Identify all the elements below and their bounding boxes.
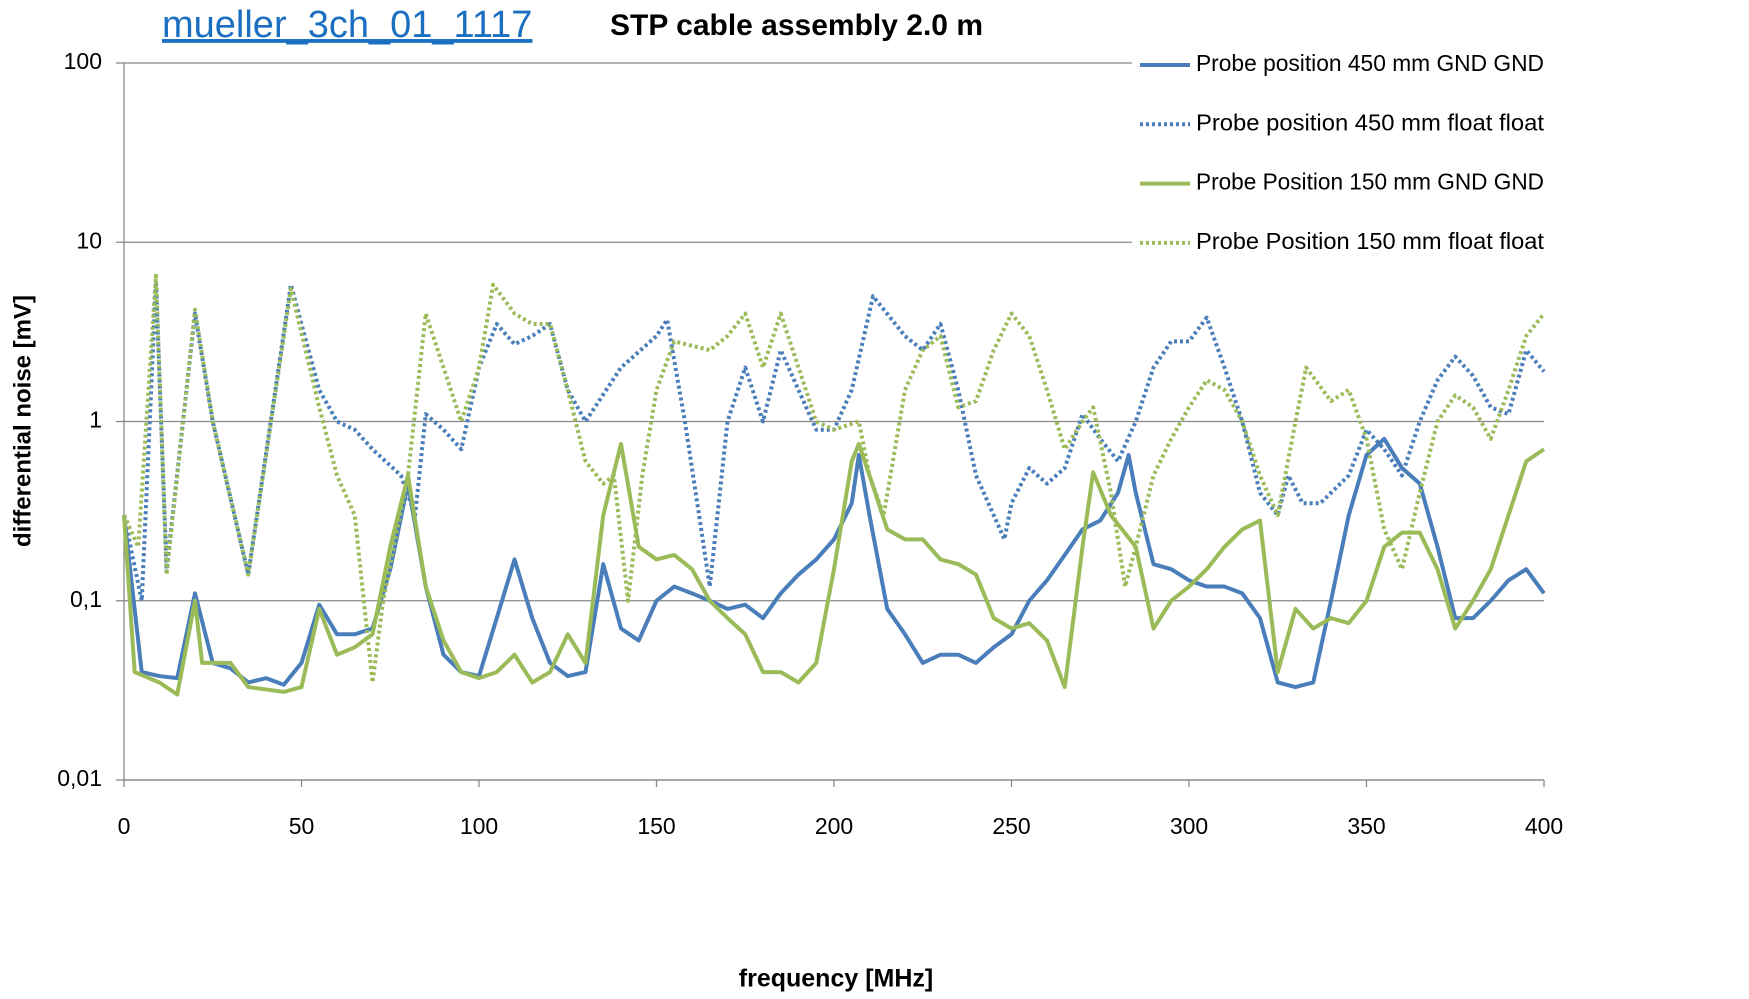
y-tick-label: 0,01 [57,765,102,791]
legend-background [1132,40,1749,265]
x-axis-label: frequency [MHz] [739,965,933,993]
y-tick-label: 10 [76,227,102,253]
x-tick-label: 100 [460,813,498,839]
x-tick-label: 50 [289,813,315,839]
y-tick-label: 0,1 [70,586,102,612]
y-tick-label: 1 [89,407,102,433]
legend-label: Probe Position 150 mm float float [1196,228,1545,254]
title-link[interactable]: mueller_3ch_01_1117 [162,4,532,46]
series-line [122,273,1546,685]
x-tick-label: 150 [637,813,675,839]
x-tick-label: 200 [815,813,853,839]
series-line [122,441,1546,697]
x-tick-label: 250 [992,813,1030,839]
x-tick-label: 300 [1170,813,1208,839]
legend-label: Probe Position 150 mm GND GND [1196,169,1544,195]
x-tick-label: 400 [1525,813,1563,839]
chart-title: STP cable assembly 2.0 m [610,9,983,42]
y-axis-label: differential noise [mV] [9,295,36,547]
x-tick-label: 0 [118,813,131,839]
legend-label: Probe position 450 mm float float [1196,109,1545,135]
x-tick-label: 350 [1347,813,1385,839]
series-line [122,280,1546,603]
legend-label: Probe position 450 mm GND GND [1196,50,1544,76]
y-tick-label: 100 [64,48,102,74]
